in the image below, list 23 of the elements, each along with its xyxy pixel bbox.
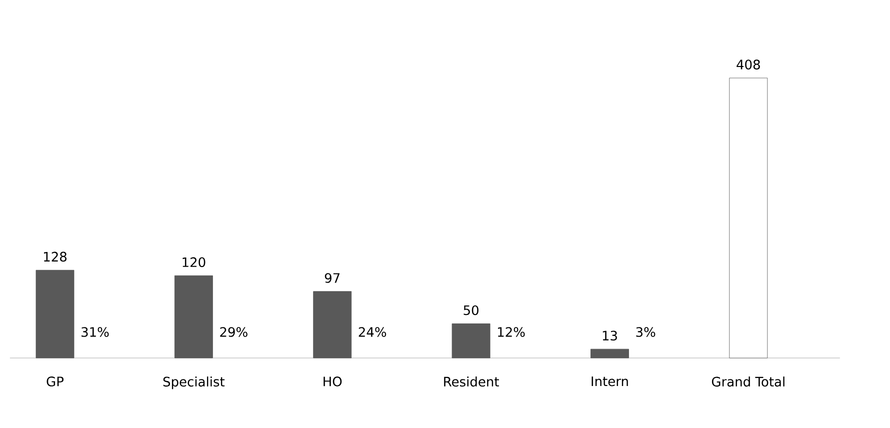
bar: [729, 78, 768, 358]
x-tick-label: HO: [324, 376, 342, 386]
bar: [174, 275, 213, 358]
annotation: 29%: [220, 327, 248, 337]
data-label: 13: [602, 330, 617, 341]
bar: [36, 270, 74, 358]
bar: [313, 291, 352, 358]
bar: [452, 323, 490, 358]
annotation: 3%: [636, 327, 656, 337]
annotation: 12%: [498, 327, 525, 337]
bar: [590, 348, 629, 358]
annotation: 31%: [82, 327, 109, 337]
data-label: 97: [324, 273, 340, 283]
x-tick-label: Specialist: [163, 376, 225, 390]
data-label: 120: [182, 257, 206, 268]
x-tick-label: Grand Total: [712, 376, 784, 387]
annotation: 24%: [358, 327, 386, 337]
x-tick-label: Intern: [592, 376, 628, 386]
data-label: 50: [464, 305, 478, 316]
x-tick-label: GP: [46, 376, 64, 386]
data-label: 408: [736, 60, 760, 70]
x-tick-label: Resident: [444, 376, 499, 387]
data-label: 128: [44, 252, 67, 262]
